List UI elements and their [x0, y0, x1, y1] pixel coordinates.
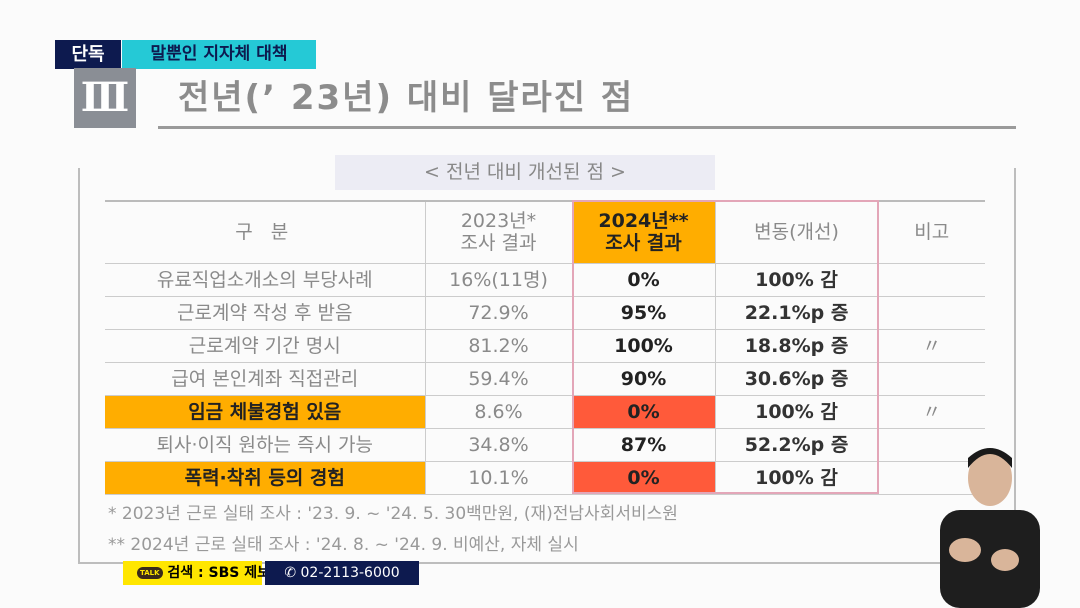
row-item: 근로계약 기간 명시	[105, 328, 425, 363]
sign-language-interpreter	[940, 448, 1040, 608]
table-row: 유료직업소개소의 부당사례 16%(11명) 0% 100% 감	[105, 262, 985, 297]
value-note	[877, 262, 985, 297]
row-item: 근로계약 작성 후 받음	[105, 295, 425, 330]
value-2024: 87%	[571, 427, 715, 462]
kakao-talk-icon: TALK	[137, 567, 163, 579]
value-2023: 72.9%	[424, 295, 572, 330]
value-2024: 0%	[571, 262, 715, 297]
row-item: 폭력·착취 등의 경험	[105, 460, 425, 495]
section-numeral: Ⅲ	[74, 68, 136, 128]
interpreter-hand	[991, 549, 1019, 571]
topic-tag: 말뿐인 지자체 대책	[122, 40, 316, 69]
value-note	[877, 427, 985, 462]
comparison-table: 구 분 2023년* 조사 결과 2024년** 조사 결과 변동(개선) 비고 유…	[105, 200, 985, 495]
footnote-2024: ** 2024년 근로 실태 조사 : '24. 8. ~ '24. 9. 비예…	[108, 535, 579, 555]
phone-banner: ✆ 02-2113-6000	[265, 561, 419, 585]
value-2024: 95%	[571, 295, 715, 330]
value-2023: 59.4%	[424, 361, 572, 396]
value-note	[877, 361, 985, 396]
value-2024: 0%	[571, 460, 715, 495]
value-change: 100% 감	[714, 460, 878, 495]
value-change: 22.1%p 증	[714, 295, 878, 330]
header-category: 구 분	[105, 200, 425, 264]
value-2023: 10.1%	[424, 460, 572, 495]
row-item: 급여 본인계좌 직접관리	[105, 361, 425, 396]
table-header: 구 분 2023년* 조사 결과 2024년** 조사 결과 변동(개선) 비고	[105, 200, 985, 264]
table-row: 근로계약 작성 후 받음 72.9% 95% 22.1%p 증	[105, 295, 985, 330]
row-item: 임금 체불경험 있음	[105, 394, 425, 429]
interpreter-body	[940, 510, 1040, 608]
value-note: 〃	[877, 328, 985, 363]
value-change: 100% 감	[714, 394, 878, 429]
value-change: 100% 감	[714, 262, 878, 297]
interpreter-hand	[949, 538, 981, 562]
header-note: 비고	[877, 200, 985, 264]
value-2024: 100%	[571, 328, 715, 363]
value-note	[877, 460, 985, 495]
row-item: 유료직업소개소의 부당사례	[105, 262, 425, 297]
exclusive-tag: 단독	[55, 40, 121, 69]
value-2023: 81.2%	[424, 328, 572, 363]
interpreter-head	[968, 450, 1012, 506]
subtitle: < 전년 대비 개선된 점 >	[335, 155, 715, 190]
value-2023: 16%(11명)	[424, 262, 572, 297]
section-title: 전년(’ 23년) 대비 달라진 점	[178, 78, 635, 118]
table-row: 퇴사·이직 원하는 즉시 가능 34.8% 87% 52.2%p 증	[105, 427, 985, 462]
value-change: 18.8%p 증	[714, 328, 878, 363]
footnote-2023: * 2023년 근로 실태 조사 : '23. 9. ~ '24. 5. 30백…	[108, 504, 678, 524]
table-row: 급여 본인계좌 직접관리 59.4% 90% 30.6%p 증	[105, 361, 985, 396]
table-frame	[78, 168, 1016, 564]
table-row: 근로계약 기간 명시 81.2% 100% 18.8%p 증 〃	[105, 328, 985, 363]
phone-icon: ✆	[284, 565, 297, 581]
title-divider	[158, 126, 1016, 129]
value-2023: 34.8%	[424, 427, 572, 462]
header-2024: 2024년** 조사 결과	[571, 200, 715, 264]
value-2023: 8.6%	[424, 394, 572, 429]
value-change: 30.6%p 증	[714, 361, 878, 396]
header-change: 변동(개선)	[714, 200, 878, 264]
header-2023: 2023년* 조사 결과	[424, 200, 572, 264]
table-row: 폭력·착취 등의 경험 10.1% 0% 100% 감	[105, 460, 985, 495]
kakao-banner: TALK 검색 : SBS 제보	[123, 561, 270, 585]
value-note: 〃	[877, 394, 985, 429]
table-row: 임금 체불경험 있음 8.6% 0% 100% 감 〃	[105, 394, 985, 429]
row-item: 퇴사·이직 원하는 즉시 가능	[105, 427, 425, 462]
interpreter-hair	[968, 448, 1012, 468]
value-2024: 90%	[571, 361, 715, 396]
value-change: 52.2%p 증	[714, 427, 878, 462]
value-note	[877, 295, 985, 330]
value-2024: 0%	[571, 394, 715, 429]
